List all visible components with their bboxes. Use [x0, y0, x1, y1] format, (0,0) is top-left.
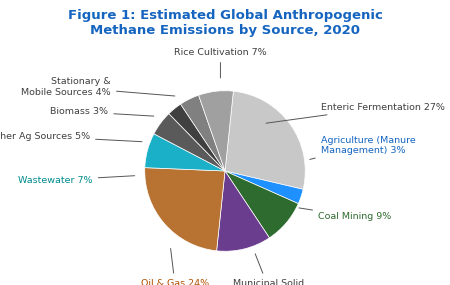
Wedge shape [154, 114, 225, 171]
Wedge shape [225, 171, 298, 238]
Text: Figure 1: Estimated Global Anthropogenic
Methane Emissions by Source, 2020: Figure 1: Estimated Global Anthropogenic… [68, 9, 382, 36]
Wedge shape [145, 134, 225, 171]
Wedge shape [216, 171, 270, 251]
Wedge shape [145, 168, 225, 251]
Text: Wastewater 7%: Wastewater 7% [18, 176, 135, 185]
Wedge shape [180, 95, 225, 171]
Text: Stationary &
Mobile Sources 4%: Stationary & Mobile Sources 4% [21, 78, 175, 97]
Text: Other Ag Sources 5%: Other Ag Sources 5% [0, 132, 142, 142]
Text: Oil & Gas 24%: Oil & Gas 24% [141, 249, 209, 285]
Wedge shape [169, 104, 225, 171]
Text: Municipal Solid
Waste 11%: Municipal Solid Waste 11% [233, 254, 304, 285]
Wedge shape [225, 171, 303, 204]
Wedge shape [198, 91, 234, 171]
Text: Biomass 3%: Biomass 3% [50, 107, 154, 116]
Text: Coal Mining 9%: Coal Mining 9% [299, 208, 391, 221]
Text: Rice Cultivation 7%: Rice Cultivation 7% [174, 48, 267, 78]
Text: Agriculture (Manure
Management) 3%: Agriculture (Manure Management) 3% [310, 136, 415, 159]
Wedge shape [225, 91, 305, 189]
Text: Enteric Fermentation 27%: Enteric Fermentation 27% [266, 103, 445, 123]
